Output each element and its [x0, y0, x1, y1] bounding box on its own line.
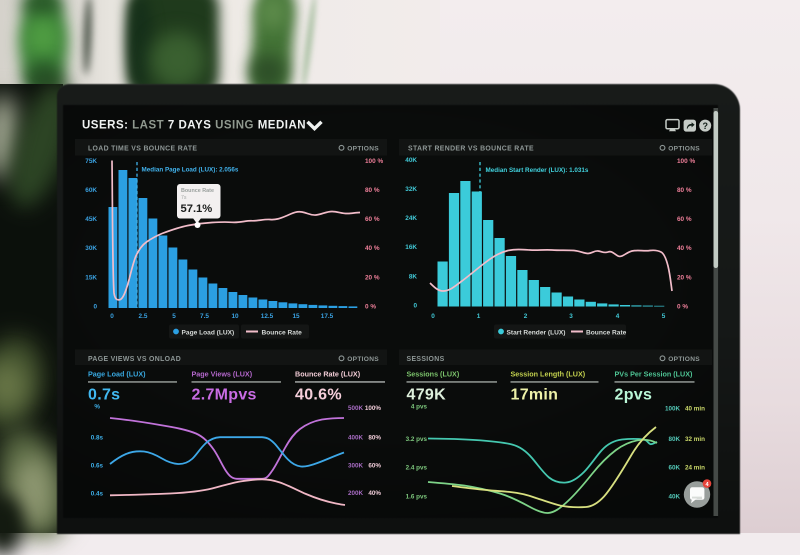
svg-text:24 min: 24 min	[685, 465, 705, 472]
svg-text:Session Length (LUX): Session Length (LUX)	[511, 370, 586, 379]
svg-text:15: 15	[292, 313, 300, 320]
svg-text:0: 0	[431, 313, 435, 320]
svg-text:479K: 479K	[407, 387, 447, 404]
svg-text:7s: 7s	[181, 195, 187, 201]
svg-text:0: 0	[110, 313, 114, 320]
svg-text:80 %: 80 %	[365, 187, 380, 194]
svg-text:30K: 30K	[85, 245, 97, 252]
svg-text:500K: 500K	[348, 405, 364, 412]
svg-text:USERS: LAST 7 DAYS USING MEDIA: USERS: LAST 7 DAYS USING MEDIAN	[82, 120, 306, 132]
svg-text:60K: 60K	[85, 187, 97, 194]
svg-text:0: 0	[93, 304, 97, 311]
svg-text:32 min: 32 min	[685, 436, 705, 443]
svg-text:40K: 40K	[668, 494, 680, 501]
svg-text:60K: 60K	[668, 465, 680, 472]
svg-text:Bounce Rate (LUX): Bounce Rate (LUX)	[295, 370, 361, 379]
svg-text:START RENDER VS BOUNCE RATE: START RENDER VS BOUNCE RATE	[408, 146, 534, 153]
svg-text:3: 3	[569, 313, 573, 320]
svg-text:PAGE VIEWS VS ONLOAD: PAGE VIEWS VS ONLOAD	[88, 356, 181, 363]
svg-text:Start Render (LUX): Start Render (LUX)	[507, 330, 566, 337]
svg-text:100 %: 100 %	[677, 158, 695, 165]
svg-text:5: 5	[662, 313, 666, 320]
svg-text:400K: 400K	[348, 435, 364, 442]
svg-text:Bounce Rate: Bounce Rate	[262, 330, 303, 337]
svg-text:12.5: 12.5	[261, 313, 274, 320]
svg-text:0 %: 0 %	[365, 304, 376, 311]
svg-text:Page Load (LUX): Page Load (LUX)	[182, 330, 235, 337]
svg-text:3.2 pvs: 3.2 pvs	[406, 436, 428, 443]
svg-text:Page Load (LUX): Page Load (LUX)	[88, 370, 146, 379]
svg-text:OPTIONS: OPTIONS	[347, 146, 379, 153]
svg-text:0: 0	[413, 303, 417, 310]
svg-text:%: %	[94, 404, 100, 411]
svg-text:0 %: 0 %	[677, 304, 688, 311]
svg-text:60 %: 60 %	[677, 216, 692, 223]
svg-text:Bounce Rate: Bounce Rate	[181, 188, 214, 194]
svg-text:OPTIONS: OPTIONS	[668, 146, 700, 153]
svg-text:5: 5	[172, 313, 176, 320]
svg-text:100K: 100K	[665, 406, 681, 413]
svg-text:2.7Mpvs: 2.7Mpvs	[192, 387, 257, 404]
svg-text:32K: 32K	[405, 186, 417, 193]
svg-text:80 %: 80 %	[677, 187, 692, 194]
svg-text:75K: 75K	[85, 158, 97, 165]
svg-text:200K: 200K	[348, 490, 364, 497]
svg-text:2: 2	[524, 313, 528, 320]
svg-text:0.7s: 0.7s	[88, 387, 120, 404]
svg-text:Median Page Load (LUX): 2.056s: Median Page Load (LUX): 2.056s	[142, 167, 239, 174]
svg-text:45K: 45K	[85, 216, 97, 223]
svg-text:80%: 80%	[368, 435, 381, 442]
svg-text:0.8s: 0.8s	[91, 435, 104, 442]
svg-text:17.5: 17.5	[321, 313, 334, 320]
svg-text:40 min: 40 min	[685, 406, 705, 413]
svg-text:57.1%: 57.1%	[181, 203, 213, 215]
svg-text:40%: 40%	[368, 490, 381, 497]
svg-text:Bounce Rate: Bounce Rate	[586, 330, 627, 337]
svg-text:300K: 300K	[348, 463, 364, 470]
svg-text:20 %: 20 %	[365, 275, 380, 282]
svg-text:1: 1	[477, 313, 481, 320]
svg-text:Page Views (LUX): Page Views (LUX)	[192, 370, 253, 379]
svg-text:10: 10	[231, 313, 239, 320]
svg-text:2.5: 2.5	[139, 313, 148, 320]
svg-text:SESSIONS: SESSIONS	[407, 356, 445, 363]
svg-text:2.4 pvs: 2.4 pvs	[406, 465, 428, 472]
svg-text:OPTIONS: OPTIONS	[668, 356, 700, 363]
svg-text:PVs Per Session (LUX): PVs Per Session (LUX)	[615, 370, 693, 379]
svg-text:40 %: 40 %	[677, 245, 692, 252]
svg-text:1.6 pvs: 1.6 pvs	[406, 494, 428, 501]
svg-text:7.5: 7.5	[200, 313, 209, 320]
svg-text:15K: 15K	[85, 275, 97, 282]
svg-text:60%: 60%	[368, 463, 381, 470]
svg-text:2pvs: 2pvs	[615, 387, 653, 404]
svg-text:0.6s: 0.6s	[91, 463, 104, 470]
svg-text:100 %: 100 %	[365, 158, 383, 165]
svg-text:60 %: 60 %	[365, 216, 380, 223]
svg-text:100%: 100%	[365, 405, 382, 412]
svg-text:17min: 17min	[511, 387, 559, 404]
svg-text:16K: 16K	[405, 244, 417, 251]
svg-text:40 %: 40 %	[365, 245, 380, 252]
svg-text:0.4s: 0.4s	[91, 491, 104, 498]
svg-text:?: ?	[702, 121, 708, 131]
svg-text:4: 4	[705, 482, 709, 488]
svg-text:8K: 8K	[409, 274, 418, 281]
svg-text:20 %: 20 %	[677, 275, 692, 282]
svg-text:LOAD TIME VS BOUNCE RATE: LOAD TIME VS BOUNCE RATE	[88, 146, 197, 153]
svg-text:OPTIONS: OPTIONS	[347, 356, 379, 363]
svg-text:4: 4	[616, 313, 620, 320]
svg-text:4 pvs: 4 pvs	[411, 404, 428, 411]
svg-text:Sessions (LUX): Sessions (LUX)	[407, 370, 460, 379]
svg-text:24K: 24K	[405, 215, 417, 222]
svg-text:40.6%: 40.6%	[295, 387, 342, 404]
svg-text:80K: 80K	[668, 436, 680, 443]
svg-text:Median Start Render (LUX): 1.0: Median Start Render (LUX): 1.031s	[486, 167, 589, 174]
svg-text:40K: 40K	[405, 157, 417, 164]
